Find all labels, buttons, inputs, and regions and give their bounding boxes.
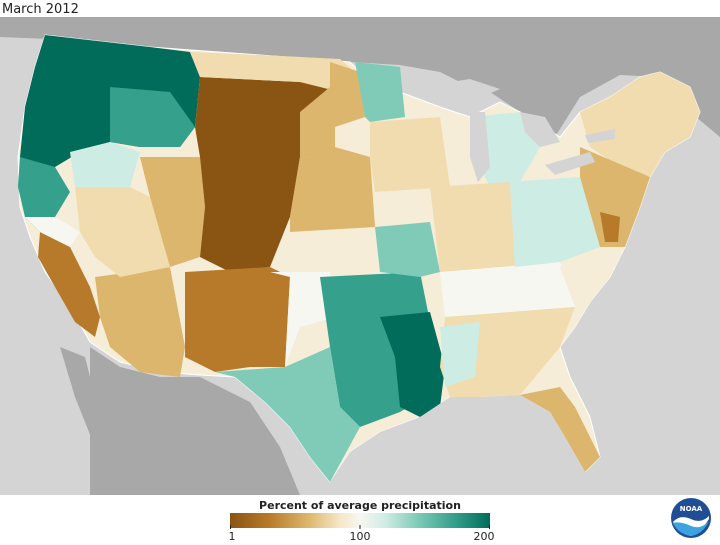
region-tennessee-valley bbox=[440, 262, 575, 317]
region-great-basin bbox=[75, 187, 170, 277]
lake-huron bbox=[520, 112, 560, 147]
map-title: March 2012 bbox=[2, 2, 79, 17]
region-minnesota bbox=[355, 62, 405, 122]
region-texas-panhandle bbox=[270, 272, 335, 367]
region-carolinas bbox=[560, 247, 625, 347]
legend-title: Percent of average precipitation bbox=[259, 499, 461, 512]
lake-michigan bbox=[470, 112, 490, 182]
region-new-mexico bbox=[185, 267, 290, 372]
region-iowa-wisconsin bbox=[370, 117, 450, 192]
region-florida bbox=[520, 387, 600, 472]
region-ohio-valley bbox=[510, 177, 600, 267]
region-mid-atlantic bbox=[580, 147, 650, 247]
legend-tick-marks bbox=[230, 525, 490, 529]
legend-tick-max: 200 bbox=[473, 530, 495, 543]
precipitation-map bbox=[0, 17, 720, 495]
region-dakotas bbox=[300, 62, 365, 157]
region-oklahoma-north bbox=[290, 227, 380, 272]
noaa-logo: NOAA bbox=[671, 498, 711, 538]
region-chesapeake bbox=[600, 212, 620, 242]
region-northern-california bbox=[18, 157, 70, 232]
legend-tick-mid: 100 bbox=[349, 530, 371, 543]
region-arkansas-louisiana bbox=[380, 312, 445, 417]
mexico-land bbox=[90, 347, 300, 495]
region-nevada-north bbox=[70, 142, 140, 197]
legend: Percent of average precipitation bbox=[0, 495, 720, 545]
region-nebraska-kansas bbox=[290, 147, 375, 232]
lake-ontario bbox=[585, 129, 615, 143]
region-utah bbox=[140, 157, 205, 267]
region-inland-northwest bbox=[110, 87, 195, 147]
region-missouri bbox=[375, 222, 440, 277]
region-new-england bbox=[580, 72, 700, 177]
legend-color-bar bbox=[230, 513, 490, 528]
baja-land bbox=[60, 347, 120, 487]
svg-text:NOAA: NOAA bbox=[680, 505, 703, 513]
canada-land bbox=[0, 17, 720, 137]
region-arizona bbox=[95, 267, 185, 377]
lake-superior bbox=[420, 79, 500, 102]
map-area bbox=[0, 17, 720, 495]
lake-erie bbox=[545, 152, 595, 175]
region-illinois-indiana bbox=[430, 182, 515, 272]
region-mississippi bbox=[440, 322, 480, 387]
region-central-california bbox=[25, 217, 80, 247]
region-montana bbox=[190, 52, 355, 92]
region-texas-west bbox=[215, 347, 360, 482]
gulf-of-mexico bbox=[330, 395, 600, 495]
legend-tick-min: 1 bbox=[228, 530, 236, 543]
region-southern-california bbox=[38, 232, 100, 337]
